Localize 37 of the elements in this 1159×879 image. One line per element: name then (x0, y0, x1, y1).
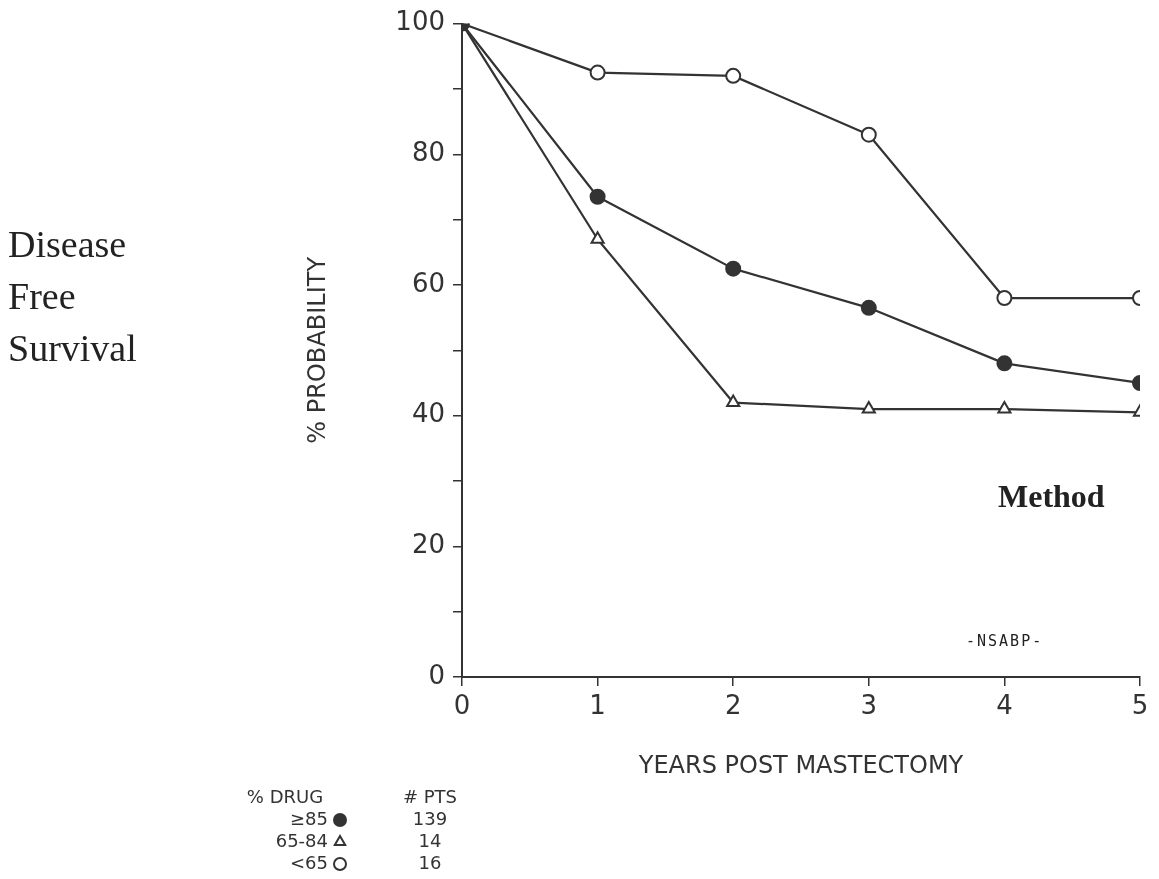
annotation: Method (998, 478, 1105, 515)
point (860, 299, 877, 316)
y-tick-label: 40 (411, 398, 445, 429)
x-tick-label: 1 (589, 690, 606, 721)
point (996, 355, 1013, 372)
legend-label: ≥85 (290, 807, 328, 829)
point (590, 231, 605, 244)
point (860, 126, 877, 143)
legend-label: 65-84 (275, 829, 328, 851)
y-axis-title: % PROBABILITY (302, 256, 331, 444)
x-tick-label: 2 (724, 690, 742, 721)
x-tick-label: 0 (453, 690, 471, 721)
text: # PTS (402, 785, 458, 807)
y-tick-label: 80 (411, 137, 445, 168)
point (997, 401, 1012, 414)
text: 14 (418, 829, 442, 851)
point (861, 401, 876, 414)
y-tick-label: 0 (428, 659, 445, 690)
x-axis-title: YEARS POST MASTECTOMY (637, 750, 964, 779)
point (725, 67, 742, 84)
legend-title: % DRUG (246, 785, 324, 807)
x-tick-label: 4 (996, 690, 1013, 721)
point (996, 290, 1013, 307)
point (725, 260, 742, 277)
point (589, 64, 606, 81)
text: Disease Free Survival (8, 222, 138, 371)
x-tick-label: 3 (860, 690, 878, 721)
y-tick-label: 100 (395, 6, 445, 37)
y-tick-label: 60 (411, 267, 445, 298)
point (726, 394, 741, 408)
point (589, 188, 606, 205)
annotation: -NSABP- (966, 632, 1044, 650)
y-tick-label: 20 (411, 529, 445, 560)
legend-label: <65 (290, 851, 328, 873)
text: 139 (412, 807, 448, 829)
x-tick-label: 5 (1131, 690, 1149, 721)
text: 16 (418, 851, 442, 873)
